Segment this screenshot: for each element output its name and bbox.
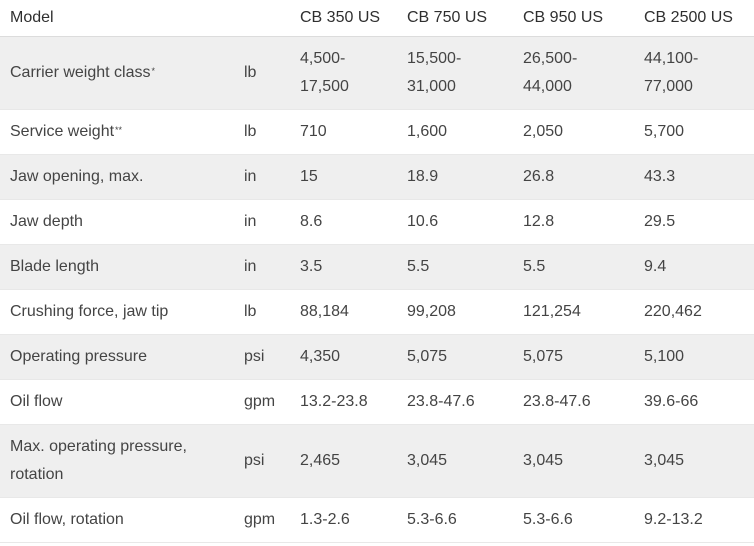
cell-value: 3,045 [396, 424, 512, 498]
row-label: Oil flow, rotation [0, 497, 233, 543]
header-model-cb350: CB 350 US [289, 0, 396, 37]
cell-value: 23.8-47.6 [396, 379, 512, 425]
row-label-text: Crushing force, jaw tip [10, 303, 169, 320]
row-label: Operating pressure [0, 334, 233, 380]
cell-value: 44,100- 77,000 [633, 36, 754, 110]
cell-value: 5.3-6.6 [396, 497, 512, 543]
cell-value: 220,462 [633, 289, 754, 335]
table-row: Blade length in 3.5 5.5 5.5 9.4 [0, 244, 754, 290]
header-model-label: Model [0, 0, 233, 37]
footnote-mark: ** [115, 125, 123, 135]
header-unit [233, 0, 289, 37]
row-label: Jaw depth [0, 199, 233, 245]
cell-value: 18.9 [396, 154, 512, 200]
cell-value: 5.5 [396, 244, 512, 290]
spec-table-header: Model CB 350 US CB 750 US CB 950 US CB 2… [0, 0, 754, 37]
row-label: Blade length [0, 244, 233, 290]
cell-value: 5.5 [512, 244, 633, 290]
cell-value: 9.2-13.2 [633, 497, 754, 543]
row-label-text: Oil flow [10, 393, 63, 410]
row-unit: psi [233, 424, 289, 498]
cell-value: 1,600 [396, 109, 512, 155]
cell-value: 43.3 [633, 154, 754, 200]
row-label: Max. operating pressure, rotation [0, 424, 233, 498]
spec-table-body: Carrier weight class* lb 4,500- 17,500 15,50… [0, 36, 754, 543]
footnote-mark: * [151, 66, 155, 76]
row-unit: gpm [233, 497, 289, 543]
cell-value: 10.6 [396, 199, 512, 245]
row-label-text: Jaw opening, max. [10, 168, 144, 185]
cell-value: 2,465 [289, 424, 396, 498]
cell-value: 4,350 [289, 334, 396, 380]
table-row: Crushing force, jaw tip lb 88,184 99,208 121… [0, 289, 754, 335]
cell-value: 15,500- 31,000 [396, 36, 512, 110]
header-model-cb750: CB 750 US [396, 0, 512, 37]
table-row: Jaw depth in 8.6 10.6 12.8 29.5 [0, 199, 754, 245]
row-label-text: Oil flow, rotation [10, 511, 124, 528]
cell-value: 5,700 [633, 109, 754, 155]
cell-value: 710 [289, 109, 396, 155]
row-unit: in [233, 154, 289, 200]
row-unit: psi [233, 334, 289, 380]
cell-value: 26,500- 44,000 [512, 36, 633, 110]
row-label-text: Blade length [10, 258, 99, 275]
table-row: Jaw opening, max. in 15 18.9 26.8 43.3 [0, 154, 754, 200]
cell-value: 15 [289, 154, 396, 200]
table-row: Operating pressure psi 4,350 5,075 5,075 5,10… [0, 334, 754, 380]
cell-value: 4,500- 17,500 [289, 36, 396, 110]
table-row: Service weight** lb 710 1,600 2,050 5,700 [0, 109, 754, 155]
cell-value: 1.3-2.6 [289, 497, 396, 543]
cell-value: 5,075 [512, 334, 633, 380]
header-model-cb2500: CB 2500 US [633, 0, 754, 37]
row-label: Jaw opening, max. [0, 154, 233, 200]
row-unit: lb [233, 289, 289, 335]
cell-value: 88,184 [289, 289, 396, 335]
cell-value: 12.8 [512, 199, 633, 245]
row-label-text: Max. operating pressure, rotation [10, 438, 187, 483]
row-label-text: Carrier weight class [10, 64, 151, 81]
cell-value: 26.8 [512, 154, 633, 200]
table-row: Carrier weight class* lb 4,500- 17,500 15,50… [0, 36, 754, 110]
cell-value: 5,100 [633, 334, 754, 380]
row-unit: gpm [233, 379, 289, 425]
row-unit: in [233, 244, 289, 290]
table-row: Oil flow gpm 13.2-23.8 23.8-47.6 23.8-47.6 39… [0, 379, 754, 425]
header-row: Model CB 350 US CB 750 US CB 950 US CB 2… [0, 0, 754, 37]
row-label: Oil flow [0, 379, 233, 425]
cell-value: 29.5 [633, 199, 754, 245]
cell-value: 5.3-6.6 [512, 497, 633, 543]
row-label-text: Operating pressure [10, 348, 147, 365]
row-label-text: Jaw depth [10, 213, 83, 230]
row-label: Carrier weight class* [0, 36, 233, 110]
cell-value: 9.4 [633, 244, 754, 290]
table-row: Max. operating pressure, rotation psi 2,465… [0, 424, 754, 498]
row-label-text: Service weight [10, 123, 115, 140]
row-label: Service weight** [0, 109, 233, 155]
header-model-cb950: CB 950 US [512, 0, 633, 37]
cell-value: 3.5 [289, 244, 396, 290]
row-unit: in [233, 199, 289, 245]
cell-value: 2,050 [512, 109, 633, 155]
row-unit: lb [233, 36, 289, 110]
cell-value: 121,254 [512, 289, 633, 335]
cell-value: 8.6 [289, 199, 396, 245]
cell-value: 3,045 [512, 424, 633, 498]
row-unit: lb [233, 109, 289, 155]
cell-value: 23.8-47.6 [512, 379, 633, 425]
cell-value: 99,208 [396, 289, 512, 335]
row-label: Crushing force, jaw tip [0, 289, 233, 335]
cell-value: 3,045 [633, 424, 754, 498]
cell-value: 5,075 [396, 334, 512, 380]
cell-value: 39.6-66 [633, 379, 754, 425]
table-row: Oil flow, rotation gpm 1.3-2.6 5.3-6.6 5.3-6… [0, 497, 754, 543]
cell-value: 13.2-23.8 [289, 379, 396, 425]
